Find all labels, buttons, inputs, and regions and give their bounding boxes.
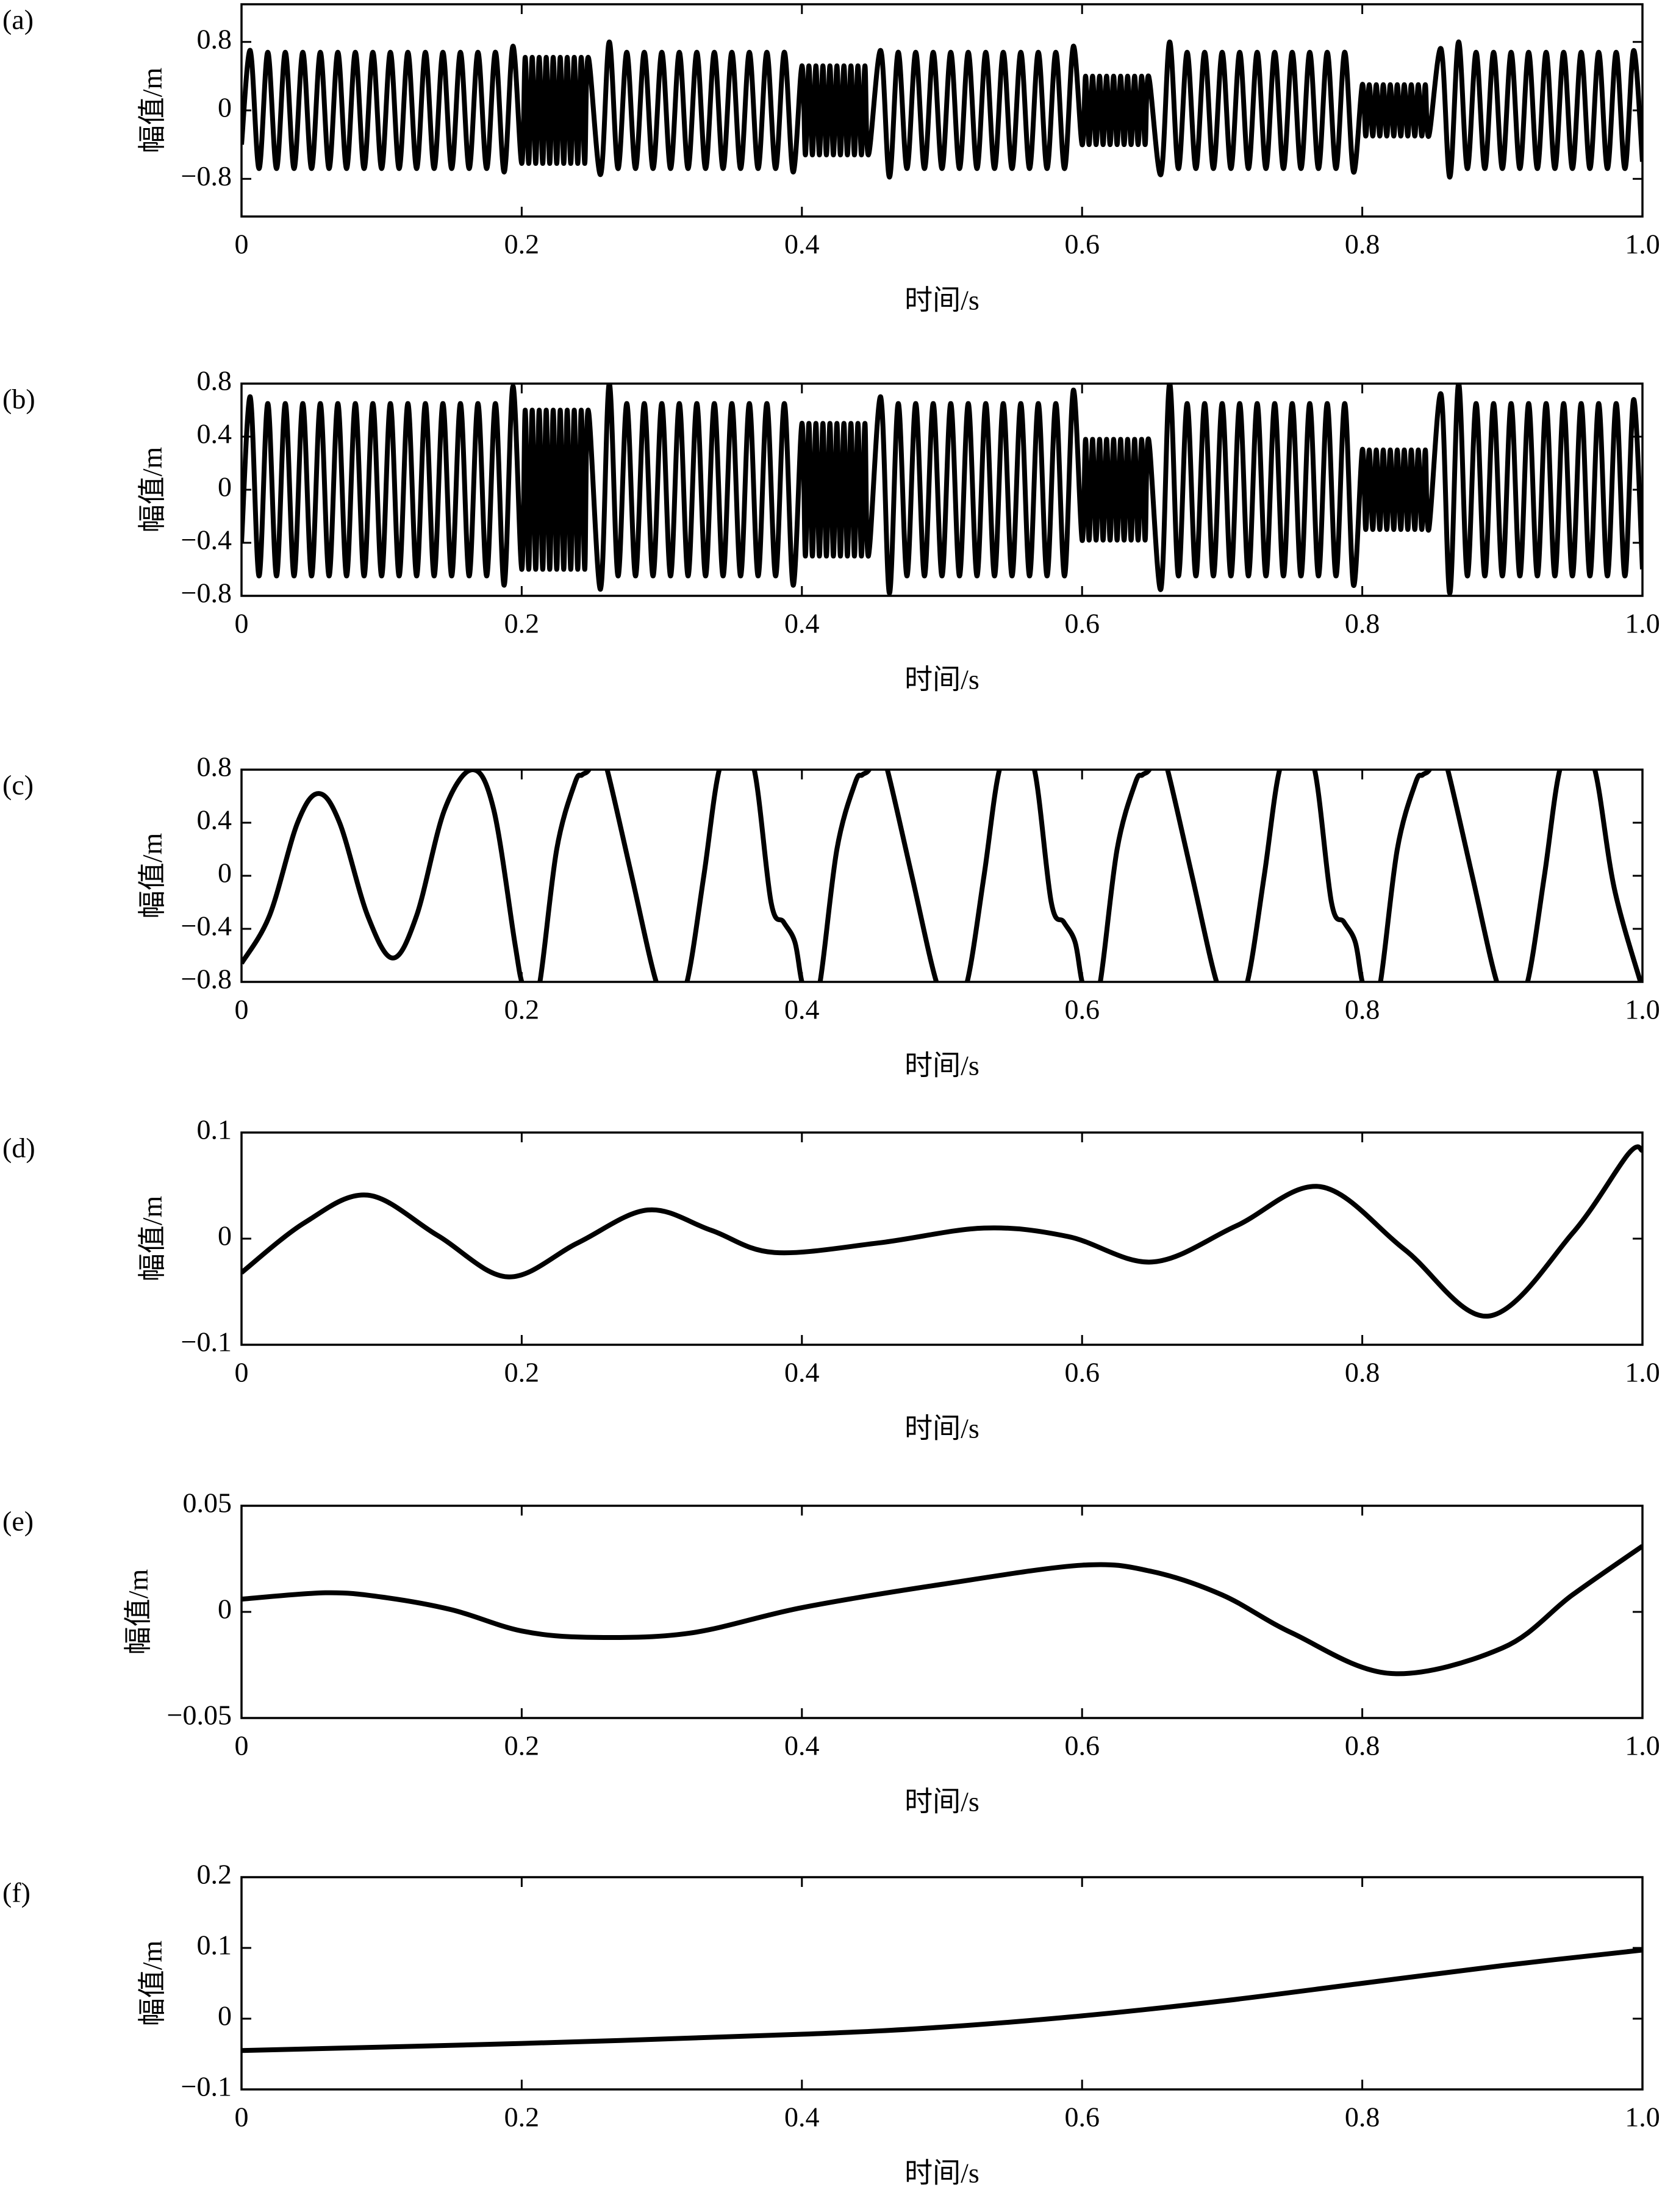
y-tick-label: 0.8 (197, 23, 232, 54)
x-tick-label: 0.8 (1345, 229, 1380, 260)
panel: 0 0.2 0.4 0.6 0.8 1.0−0.100.10.2时间/s幅值/m(f) (2, 1859, 1660, 2189)
x-axis-label: 时间/s (904, 1786, 979, 1817)
x-tick-label: 0.6 (1064, 994, 1100, 1025)
panel: 0 0.2 0.4 0.6 0.8 1.0 −0.8 −0.4 0 0.4 0.8 时间/s 幅值/m (… (2, 751, 1660, 1081)
y-tick-label: −0.4 (181, 524, 232, 556)
x-axis-label: 时间/s (904, 1050, 979, 1081)
y-tick-label: 0.1 (197, 1930, 232, 1961)
x-axis-label: 时间/s (904, 1413, 979, 1444)
y-tick-label: 0.8 (197, 365, 232, 396)
panel-label: (b) (2, 384, 35, 415)
y-axis-label: 幅值/m (137, 447, 168, 533)
y-tick-label: −0.8 (181, 964, 232, 995)
x-tick-label: 0.4 (784, 229, 820, 260)
plot-frame (240, 1876, 1644, 2091)
panel: 0 0.2 0.4 0.6 0.8 1.0 −0.8 −0.4 0 0.4 0.8 时间/s 幅值/m (… (2, 365, 1660, 695)
x-tick-label: 0.2 (504, 1357, 540, 1388)
x-tick-label: 0.8 (1345, 608, 1380, 639)
y-axis-label: 幅值/m (137, 833, 168, 919)
panel-label: (f) (2, 1877, 30, 1908)
x-tick-label: 0.2 (504, 2102, 540, 2133)
panel-label: (e) (2, 1506, 34, 1537)
x-tick-label: 0.6 (1064, 608, 1100, 639)
x-tick-label: 0.4 (784, 1357, 820, 1388)
x-tick-label: 0.6 (1064, 2102, 1100, 2133)
panel: 0 0.2 0.4 0.6 0.8 1.0−0.100.1时间/s幅值/m(d) (2, 1114, 1660, 1444)
x-tick-label: 0.8 (1345, 1730, 1380, 1761)
x-tick-label: 0.8 (1345, 2102, 1380, 2133)
y-tick-label: 0.1 (197, 1114, 232, 1145)
x-tick-label: 0 (235, 1730, 249, 1761)
x-tick-label: 0 (235, 229, 249, 260)
y-tick-label: 0.4 (197, 804, 232, 836)
y-axis-label: 幅值/m (137, 1196, 168, 1282)
x-tick-label: 0.4 (784, 1730, 820, 1761)
x-tick-label: 1.0 (1625, 229, 1660, 260)
x-tick-label: 0 (235, 2102, 249, 2133)
x-tick-label: 0.2 (504, 229, 540, 260)
data-line (242, 1544, 1642, 1677)
data-line (242, 770, 1642, 982)
x-tick-label: 0 (235, 994, 249, 1025)
data-line (242, 39, 1642, 180)
x-tick-label: 0.2 (504, 994, 540, 1025)
panel-label: (a) (2, 4, 34, 35)
x-tick-label: 0.4 (784, 2102, 820, 2133)
x-tick-label: 1.0 (1625, 994, 1660, 1025)
data-line (242, 1144, 1642, 1319)
panel-label: (d) (2, 1133, 35, 1164)
x-tick-label: 0.4 (784, 994, 820, 1025)
x-tick-label: 0.2 (504, 1730, 540, 1761)
y-axis-label: 幅值/m (137, 68, 168, 154)
y-tick-label: 0 (218, 2000, 232, 2031)
x-tick-label: 0.4 (784, 608, 820, 639)
x-tick-label: 0 (235, 608, 249, 639)
y-axis-label: 幅值/m (137, 1941, 168, 2027)
x-tick-label: 1.0 (1625, 2102, 1660, 2133)
y-tick-label: 0 (218, 471, 232, 503)
y-tick-label: 0.4 (197, 418, 232, 449)
y-tick-label: −0.1 (181, 2071, 232, 2102)
x-tick-label: 1.0 (1625, 1357, 1660, 1388)
y-tick-label: −0.4 (181, 911, 232, 942)
y-tick-label: 0.05 (183, 1487, 232, 1519)
x-tick-label: 0.8 (1345, 1357, 1380, 1388)
x-tick-label: 0 (235, 1357, 249, 1388)
y-tick-label: −0.8 (181, 578, 232, 609)
x-axis-label: 时间/s (904, 664, 979, 695)
x-tick-label: 1.0 (1625, 608, 1660, 639)
y-tick-label: 0 (218, 1220, 232, 1251)
panel: 0 0.2 0.4 0.6 0.8 1.0 −0.8 0 0.8 时间/s 幅值/m (a) (2, 3, 1660, 316)
x-tick-label: 0.6 (1064, 1730, 1100, 1761)
y-tick-label: −0.8 (181, 160, 232, 191)
panel-label: (c) (2, 770, 34, 801)
y-tick-label: −0.05 (167, 1700, 232, 1731)
x-tick-label: 1.0 (1625, 1730, 1660, 1761)
y-axis-label: 幅值/m (123, 1569, 154, 1655)
y-tick-label: −0.1 (181, 1326, 232, 1358)
y-tick-label: 0.2 (197, 1859, 232, 1890)
x-tick-label: 0.2 (504, 608, 540, 639)
plot-frame (240, 768, 1644, 983)
x-axis-label: 时间/s (904, 2158, 979, 2189)
data-line (242, 1947, 1642, 2053)
y-tick-label: 0 (218, 92, 232, 123)
y-tick-label: 0 (218, 857, 232, 889)
data-line (242, 384, 1642, 596)
y-tick-label: 0.8 (197, 751, 232, 782)
x-tick-label: 0.8 (1345, 994, 1380, 1025)
y-tick-label: 0 (218, 1594, 232, 1625)
plot-frame (240, 1131, 1644, 1346)
x-tick-label: 0.6 (1064, 1357, 1100, 1388)
x-axis-label: 时间/s (904, 285, 979, 316)
x-tick-label: 0.6 (1064, 229, 1100, 260)
